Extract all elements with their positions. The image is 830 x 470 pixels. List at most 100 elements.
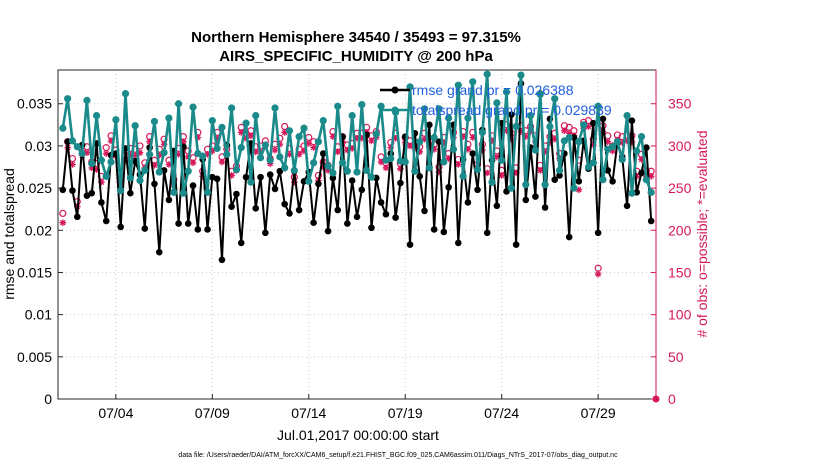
y-tick-label: 0.01 xyxy=(25,307,52,323)
chart-subtitle: AIRS_SPECIFIC_HUMIDITY @ 200 hPa xyxy=(219,48,493,65)
rmse-point xyxy=(319,150,327,157)
spread-point xyxy=(88,160,96,168)
spread-point xyxy=(464,114,472,122)
obs-evaluated-marker xyxy=(488,137,496,145)
spread-point xyxy=(305,177,313,185)
y-tick-label: 0.035 xyxy=(17,96,52,112)
rmse-point xyxy=(88,189,96,197)
spread-point xyxy=(555,166,564,174)
obs-evaluated-marker xyxy=(618,139,626,146)
obs-evaluated-marker xyxy=(633,172,641,180)
spread-point xyxy=(203,188,212,196)
spread-point xyxy=(179,189,187,197)
obs-evaluated-marker xyxy=(522,133,530,140)
spread-point xyxy=(618,155,626,164)
spread-point xyxy=(218,123,226,131)
rmse-point xyxy=(228,203,235,210)
obs-evaluated-marker xyxy=(310,144,317,151)
spread-point xyxy=(589,159,597,167)
rmse-point xyxy=(353,213,361,221)
spread-point xyxy=(97,156,106,164)
obs-evaluated-marker xyxy=(469,134,477,141)
obs-evaluated-marker xyxy=(406,142,414,150)
rmse-point xyxy=(194,226,202,233)
spread-point xyxy=(401,158,409,166)
rmse-point xyxy=(522,196,530,204)
rmse-point xyxy=(334,206,342,214)
spread-point xyxy=(478,128,486,137)
spread-point xyxy=(507,184,515,192)
spread-point xyxy=(107,158,115,166)
rmse-point xyxy=(382,210,390,218)
rmse-point xyxy=(454,239,462,247)
obs-evaluated-marker xyxy=(512,169,520,177)
legend-spread-label: totalspread grand pr = 0.029839 xyxy=(412,102,612,118)
x-tick-label: 07/29 xyxy=(581,405,616,421)
obs-evaluated-marker xyxy=(218,158,226,166)
spread-point xyxy=(237,144,245,152)
obs-evaluated-marker xyxy=(623,137,631,145)
spread-point xyxy=(213,144,221,153)
rmse-point xyxy=(213,175,221,183)
spread-point xyxy=(285,127,294,135)
spread-point xyxy=(232,165,241,174)
spread-point xyxy=(575,138,583,146)
obs-evaluated-marker xyxy=(88,164,96,172)
rmse-point xyxy=(266,171,274,178)
spread-point xyxy=(261,141,269,149)
spread-point xyxy=(319,117,327,125)
rmse-point xyxy=(426,121,433,129)
obs-evaluated-marker xyxy=(454,161,462,168)
rmse-point xyxy=(551,176,559,183)
obs-evaluated-marker xyxy=(189,159,197,167)
y-tick-label: 0 xyxy=(44,391,52,407)
spread-point xyxy=(314,138,323,146)
rmse-point xyxy=(474,186,481,194)
obs-evaluated-marker xyxy=(83,149,91,156)
y-tick-label: 0.02 xyxy=(25,222,52,238)
rmse-point xyxy=(155,248,163,256)
obs-evaluated-marker xyxy=(397,165,404,172)
y2-tick-label: 50 xyxy=(668,349,684,365)
obs-evaluated-marker xyxy=(382,164,390,172)
rmse-point xyxy=(141,225,149,232)
spread-point xyxy=(637,133,646,141)
rmse-point xyxy=(503,188,510,195)
spread-point xyxy=(372,130,380,138)
spread-point xyxy=(256,154,265,162)
spread-point xyxy=(623,111,631,120)
spread-point xyxy=(536,90,544,99)
spread-point xyxy=(440,158,448,166)
series xyxy=(59,70,660,403)
obs-evaluated-marker xyxy=(252,148,260,156)
spread-point xyxy=(155,168,163,176)
spread-point xyxy=(527,111,535,120)
obs-evaluated-marker xyxy=(464,145,472,153)
spread-point xyxy=(493,99,501,107)
obs-evaluated-marker xyxy=(561,127,568,135)
obs-evaluated-marker xyxy=(546,139,554,146)
rmse-point xyxy=(604,167,612,174)
spread-point xyxy=(584,163,593,171)
rmse-point xyxy=(643,144,650,151)
rmse-point xyxy=(286,210,293,217)
rmse-point xyxy=(262,229,269,237)
rmse-point xyxy=(623,202,631,210)
obs-evaluated-marker xyxy=(271,146,279,154)
rmse-point xyxy=(98,199,105,206)
spread-point xyxy=(473,165,482,174)
data-file-footnote: data file: /Users/raeder/DAI/ATM_forcXX/… xyxy=(178,452,618,459)
spread-point xyxy=(430,133,438,142)
spread-point xyxy=(281,164,289,172)
rmse-point xyxy=(469,150,477,157)
obs-evaluated-marker xyxy=(286,151,293,158)
rmse-point xyxy=(483,229,491,237)
spread-point xyxy=(309,159,318,167)
spread-point xyxy=(170,188,178,196)
rmse-point xyxy=(257,173,264,181)
spread-point xyxy=(160,149,168,157)
spread-point xyxy=(628,189,636,197)
rmse-point xyxy=(368,224,375,232)
rmse-point xyxy=(242,173,250,181)
y2-tick-label: 150 xyxy=(668,264,692,280)
